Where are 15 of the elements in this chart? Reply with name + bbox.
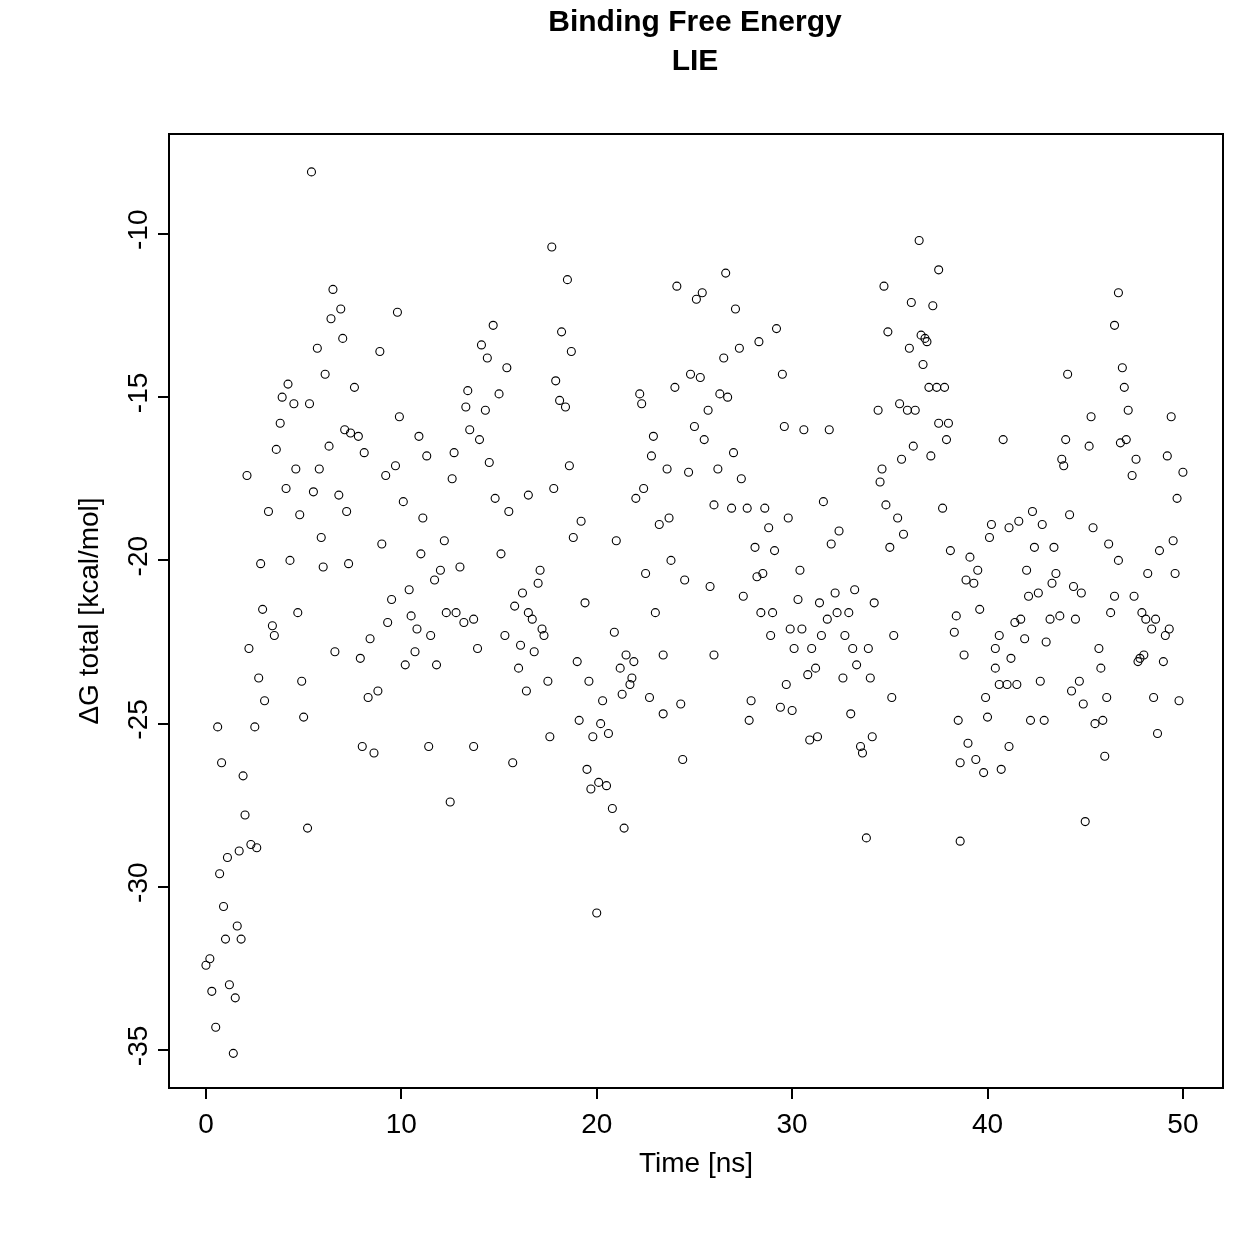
- x-tick-label: 40: [971, 1107, 1004, 1139]
- x-tick-label: 50: [1167, 1107, 1199, 1139]
- y-tick-label: -35: [121, 1025, 153, 1067]
- y-tick-label: -20: [121, 535, 153, 577]
- y-tick-label: -10: [121, 209, 153, 250]
- x-tick-label: 0: [198, 1107, 214, 1139]
- x-tick-label: 30: [776, 1107, 808, 1139]
- y-axis-title: ΔG total [kcal/mol]: [73, 497, 104, 725]
- y-tick-label: -15: [121, 372, 153, 414]
- y-tick-label: -30: [121, 862, 153, 903]
- x-tick-label: 10: [385, 1107, 417, 1139]
- x-tick-label: 20: [581, 1107, 613, 1139]
- y-tick-label: -25: [121, 699, 153, 740]
- chart-title: Binding Free Energy LIE: [548, 4, 842, 77]
- x-axis-title: Time [ns]: [638, 1147, 754, 1179]
